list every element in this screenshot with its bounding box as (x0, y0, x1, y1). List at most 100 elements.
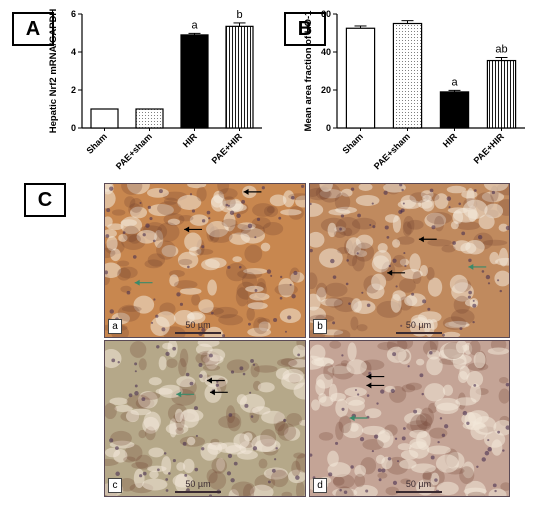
tissue-cell (261, 410, 285, 424)
tissue-cell (147, 465, 167, 472)
tissue-cell (325, 297, 344, 308)
nucleus-dot (446, 196, 452, 201)
nucleus-dot (371, 202, 374, 205)
tissue-cell (213, 306, 239, 319)
significance-label: ab (495, 44, 507, 56)
tissue-cell (110, 430, 132, 446)
tissue-cell (277, 423, 297, 441)
arrow-head (468, 263, 474, 270)
tissue-cell (174, 280, 198, 290)
y-tick-label: 0 (71, 123, 76, 133)
nucleus-dot (473, 189, 477, 192)
nucleus-dot (477, 235, 483, 240)
tissue-cell (211, 457, 227, 474)
tissue-cell (416, 358, 425, 366)
tissue-cell (105, 188, 116, 209)
scale-bar-label: 50 µm (405, 320, 432, 330)
nucleus-dot (236, 213, 241, 219)
nucleus-dot (145, 223, 150, 228)
nucleus-dot (301, 184, 305, 188)
nucleus-dot (172, 346, 177, 351)
tissue-cell (404, 295, 418, 307)
tissue-cell (245, 285, 264, 293)
tissue-cell (184, 232, 202, 251)
tissue-cell (148, 447, 164, 458)
nucleus-dot (386, 235, 390, 239)
tissue-cell (109, 397, 128, 406)
tissue-cell (123, 456, 136, 463)
tissue-cell (347, 399, 365, 412)
tissue-cell (179, 408, 200, 428)
tissue-cell (130, 206, 148, 219)
nucleus-dot (201, 219, 206, 223)
nucleus-dot (400, 324, 403, 327)
nucleus-dot (275, 447, 278, 450)
tissue-cell (254, 438, 281, 452)
significance-label: a (451, 76, 458, 88)
tissue-cell (280, 209, 302, 216)
significance-label: b (236, 9, 242, 21)
y-tick-label: 40 (321, 47, 331, 57)
tissue-cell (129, 341, 147, 358)
nucleus-dot (198, 363, 203, 367)
nucleus-dot (291, 294, 296, 299)
nucleus-dot (422, 299, 427, 304)
tissue-cell (334, 192, 351, 212)
nucleus-dot (472, 303, 477, 308)
nucleus-dot (487, 282, 491, 285)
nucleus-dot (328, 472, 333, 477)
bar-sham (345, 27, 376, 129)
nucleus-dot (348, 302, 351, 305)
tissue-cell (161, 456, 172, 475)
nucleus-dot (499, 289, 503, 293)
tissue-cell (332, 476, 345, 486)
nucleus-dot (444, 424, 449, 429)
nucleus-dot (165, 478, 169, 481)
nucleus-dot (227, 453, 233, 459)
tissue-cell (446, 185, 467, 194)
nucleus-dot (278, 216, 282, 220)
nucleus-dot (369, 223, 372, 226)
nucleus-dot (242, 372, 246, 376)
nucleus-dot (373, 434, 379, 439)
tissue-cell (270, 469, 289, 488)
tissue-cell (225, 444, 247, 455)
tissue-cell (407, 219, 424, 230)
tissue-cell (235, 287, 249, 307)
nucleus-dot (128, 393, 133, 398)
nucleus-dot (252, 446, 258, 451)
tissue-cell (335, 421, 344, 440)
nucleus-dot (206, 210, 211, 215)
tissue-cell (189, 214, 209, 226)
nucleus-dot (250, 359, 254, 363)
nucleus-dot (141, 397, 146, 402)
bar-hir (439, 91, 470, 129)
tissue-cell (178, 358, 187, 377)
tissue-cell (252, 406, 271, 415)
tissue-cell (435, 402, 459, 415)
nucleus-dot (459, 327, 463, 331)
tissue-cell (351, 217, 377, 230)
tissue-cell (204, 326, 224, 337)
tissue-cell (462, 421, 486, 431)
tissue-cell (473, 351, 486, 369)
tissue-cell (392, 239, 401, 248)
micrograph-letter: c (108, 478, 122, 493)
tissue-cell (384, 214, 399, 223)
nucleus-dot (211, 311, 214, 315)
tissue-cell (183, 458, 195, 474)
nucleus-dot (270, 274, 273, 277)
tissue-cell (328, 383, 338, 402)
nucleus-dot (430, 455, 435, 460)
tissue-cell (135, 454, 153, 470)
nucleus-dot (293, 270, 298, 276)
nucleus-dot (407, 365, 410, 368)
tissue-cell (402, 221, 412, 237)
tissue-cell (260, 242, 271, 252)
nucleus-dot (340, 214, 345, 218)
tissue-cell (105, 262, 122, 279)
nucleus-dot (392, 480, 398, 485)
tissue-cell (219, 199, 244, 214)
nucleus-dot (132, 255, 137, 259)
tissue-cell (252, 203, 275, 217)
